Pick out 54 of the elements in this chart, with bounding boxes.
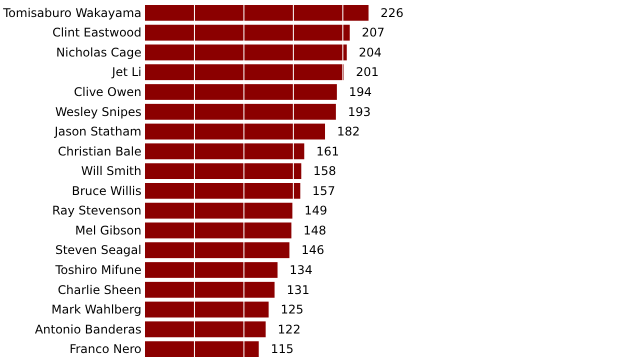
y-tick-label: Franco Nero [69, 342, 142, 356]
bar [145, 124, 326, 140]
data-label: 122 [278, 322, 301, 336]
bar [145, 84, 337, 100]
bar [145, 44, 347, 60]
data-label: 204 [358, 45, 382, 60]
bar [145, 24, 350, 41]
data-label: 158 [313, 164, 336, 178]
data-label: 182 [337, 124, 360, 139]
y-tick-label: Clint Eastwood [52, 26, 142, 40]
data-label: 193 [348, 104, 371, 119]
y-tick-label: Steven Seagal [55, 243, 142, 258]
y-tick-label: Tomisaburo Wakayama [2, 6, 142, 20]
bar [145, 222, 292, 238]
bar [145, 182, 300, 199]
bar [145, 143, 304, 160]
y-tick-label: Antonio Banderas [34, 322, 142, 336]
bar [145, 282, 275, 298]
data-label: 149 [304, 204, 328, 218]
data-label: 201 [356, 65, 379, 80]
bar [145, 202, 292, 219]
y-tick-label: Wesley Snipes [55, 104, 142, 119]
data-label: 194 [348, 85, 372, 99]
y-tick-label: Bruce Willis [72, 184, 142, 198]
bar [145, 104, 336, 120]
data-label: 161 [316, 144, 340, 158]
y-tick-label: Nicholas Cage [56, 45, 142, 60]
data-label: 134 [290, 263, 312, 277]
data-label: 157 [312, 184, 336, 198]
y-tick-label: Jet Li [111, 65, 142, 80]
y-tick-label: Ray Stevenson [52, 204, 142, 218]
bar [145, 341, 259, 358]
data-label: 125 [280, 302, 304, 317]
data-label: 148 [303, 223, 326, 238]
bar [145, 302, 269, 318]
bar [145, 242, 290, 258]
y-tick-label: Jason Statham [54, 124, 142, 139]
y-tick-label: Toshiro Mifune [54, 263, 142, 277]
bar [145, 64, 344, 80]
y-tick-label: Mark Wahlberg [51, 302, 142, 317]
bar [145, 262, 278, 278]
data-label: 146 [301, 243, 324, 258]
bar [145, 4, 369, 21]
data-label: 207 [362, 26, 385, 40]
data-label: 131 [286, 282, 310, 297]
y-tick-label: Clive Owen [74, 85, 142, 99]
data-label: 115 [270, 342, 294, 356]
y-tick-label: Christian Bale [58, 144, 142, 158]
bar [145, 163, 302, 180]
y-tick-label: Will Smith [81, 164, 142, 178]
y-tick-label: Mel Gibson [75, 223, 142, 238]
data-label: 226 [380, 6, 404, 20]
bar [145, 321, 266, 338]
y-tick-label: Charlie Sheen [58, 282, 142, 297]
